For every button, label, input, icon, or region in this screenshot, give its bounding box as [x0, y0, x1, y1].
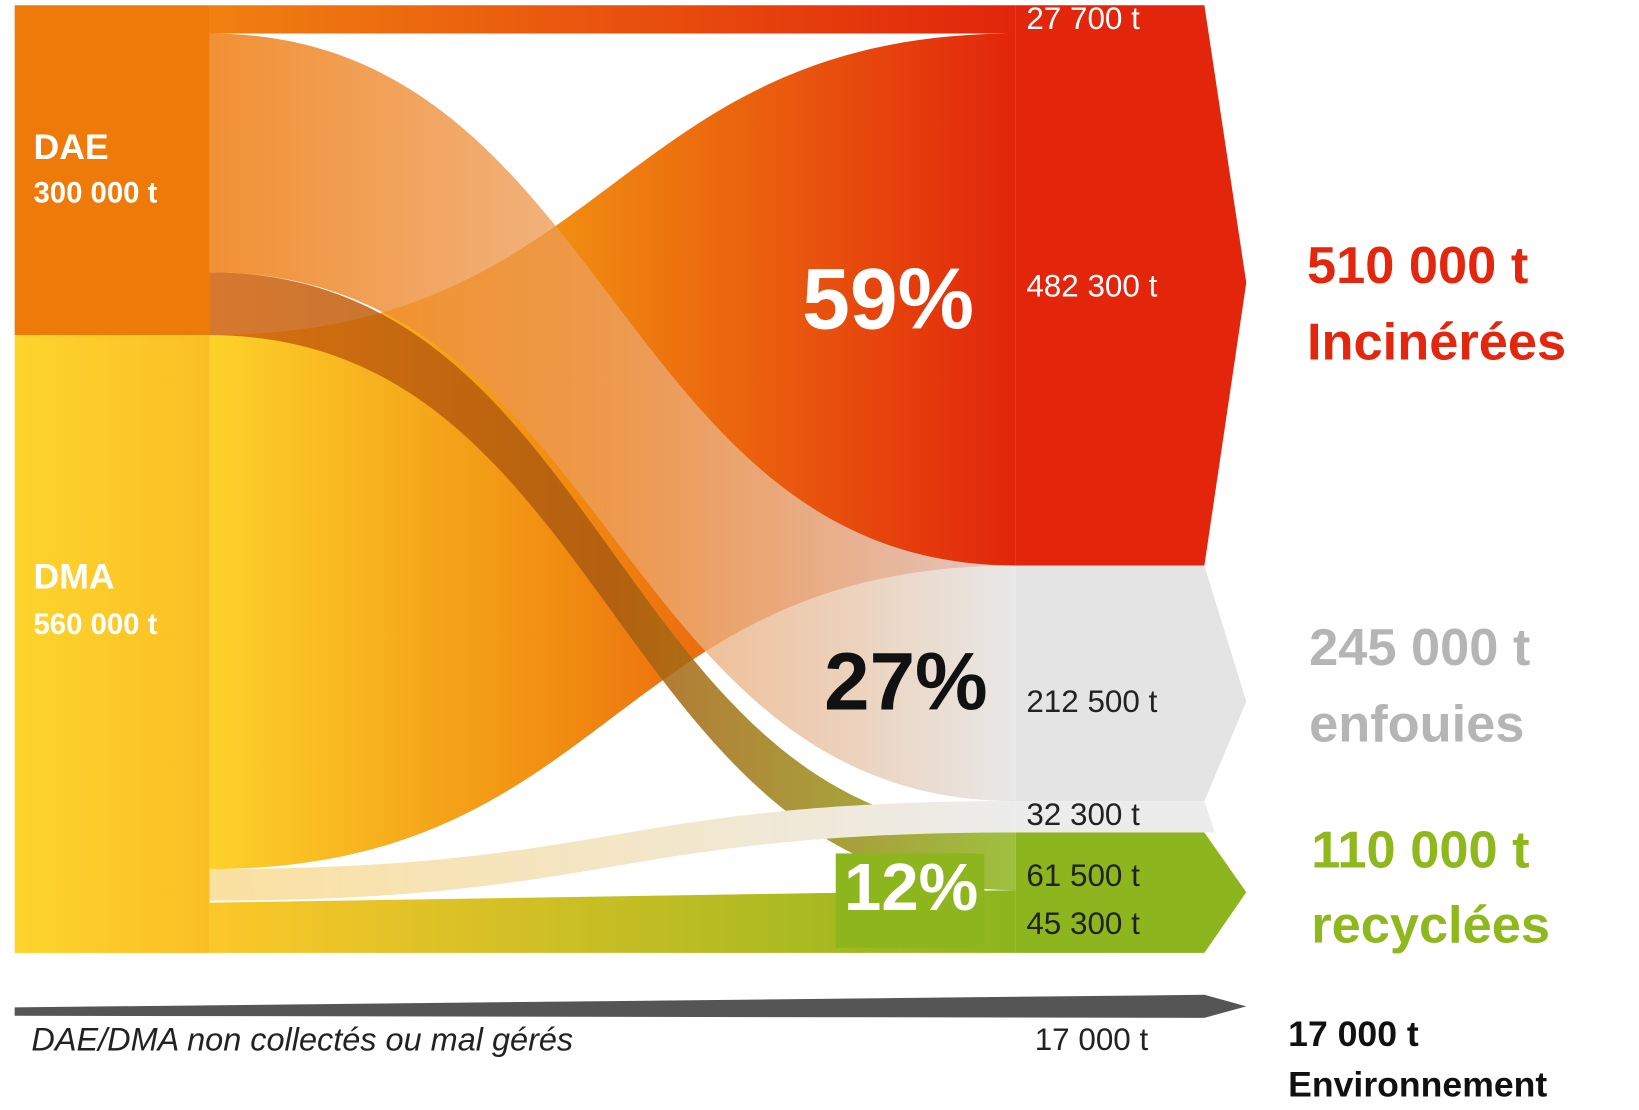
recycling-arrow	[1015, 832, 1247, 953]
flow-band	[209, 801, 1016, 901]
output-label: enfouies	[1309, 696, 1524, 754]
flow-label: 482 300 t	[1026, 268, 1157, 303]
flow-band	[209, 5, 1016, 34]
output-amount: 17 000 t	[1288, 1014, 1419, 1054]
output-amount: 510 000 t	[1307, 237, 1528, 295]
flows	[14, 5, 1247, 1018]
dma-block	[14, 335, 210, 953]
flow-label: 32 300 t	[1026, 797, 1140, 832]
source-amount: 300 000 t	[34, 177, 158, 210]
flow-band	[209, 33, 1016, 802]
source-label: DAE	[34, 127, 109, 167]
flow-band	[209, 272, 1016, 891]
percentage: 12%	[844, 850, 978, 925]
output-label: recyclées	[1311, 897, 1550, 955]
loss-arrow	[14, 994, 1247, 1018]
percent-box	[835, 853, 985, 948]
output-amount: 245 000 t	[1309, 619, 1530, 677]
output-label: Environnement	[1288, 1064, 1547, 1104]
source-label: DMA	[34, 556, 115, 596]
landfill-arrow	[1015, 565, 1247, 802]
flow-label: 212 500 t	[1026, 684, 1157, 719]
percentage: 27%	[824, 637, 987, 728]
loss-label: DAE/DMA non collectés ou mal gérés	[31, 1022, 573, 1058]
flow-label: 45 300 t	[1026, 906, 1140, 941]
flow-band	[209, 890, 1016, 953]
source-amount: 560 000 t	[34, 608, 158, 641]
output-label: Incinérées	[1307, 313, 1566, 371]
loss-amount: 17 000 t	[1035, 1022, 1149, 1057]
output-amount: 110 000 t	[1311, 821, 1529, 879]
flow-label: 27 700 t	[1026, 1, 1140, 36]
pale-column	[1015, 801, 1215, 833]
dae-block	[14, 5, 210, 336]
percentage: 59%	[802, 251, 974, 347]
flow-label: 61 500 t	[1026, 858, 1140, 893]
incineration-arrow	[1015, 5, 1247, 566]
